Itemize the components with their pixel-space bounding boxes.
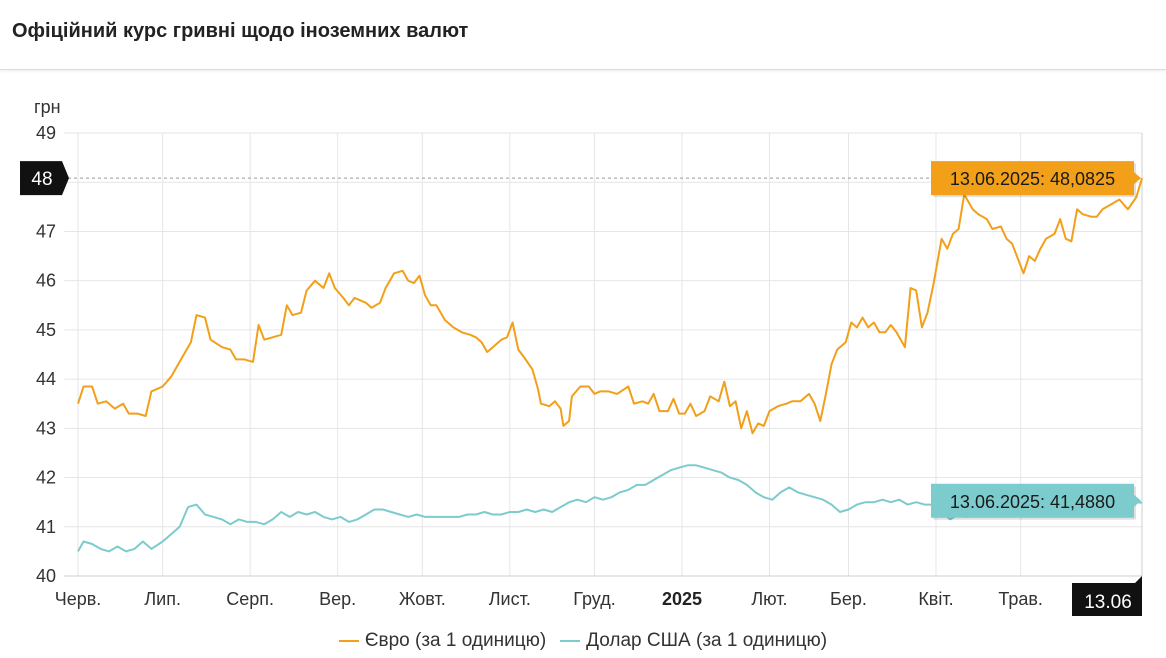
x-tick-label: Груд.: [573, 589, 615, 609]
x-tick-label: 2025: [662, 589, 702, 609]
legend-item-usd[interactable]: Долар США (за 1 одиницю): [560, 630, 827, 652]
x-tick-label: Бер.: [830, 589, 867, 609]
euro-series-line[interactable]: [77, 177, 1143, 435]
legend-label-usd: Долар США (за 1 одиницю): [586, 630, 828, 651]
y-tick-label: 49: [36, 123, 56, 143]
x-tick-label: Квіт.: [918, 589, 953, 609]
legend-label-euro: Євро (за 1 одиницю): [364, 630, 547, 651]
y-tick-label: 43: [36, 418, 56, 438]
legend-swatch-euro: [338, 640, 359, 642]
x-tick-label: Лип.: [144, 589, 181, 609]
x-tick-label: Лист.: [489, 589, 531, 609]
y-axis-unit-label: грн: [34, 97, 61, 117]
crosshair-y-label: 48: [31, 169, 52, 190]
crosshair-y-badge: 48: [20, 161, 69, 196]
crosshair-x-label: 13.06: [1084, 592, 1132, 613]
y-tick-label: 41: [36, 517, 56, 537]
usd-tooltip: 13.06.2025: 41,4880: [931, 483, 1141, 520]
crosshair-x-badge: 13.06: [1072, 576, 1142, 616]
legend-swatch-usd: [560, 640, 581, 642]
chart-legend: Євро (за 1 одиницю) Долар США (за 1 один…: [0, 628, 1166, 654]
chart-header: Офіційний курс гривні щодо іноземних вал…: [0, 0, 1166, 70]
crosshair-overlay: 48 13.06 13.06.2025: 48,0825 13.06.2025: 41…: [20, 161, 1142, 616]
y-tick-label: 46: [36, 271, 56, 291]
euro-tooltip: 13.06.2025: 48,0825: [931, 161, 1141, 198]
page-title: Офіційний курс гривні щодо іноземних вал…: [12, 20, 469, 42]
euro-tooltip-text: 13.06.2025: 48,0825: [950, 169, 1115, 189]
x-tick-label: Жовт.: [399, 589, 446, 609]
x-tick-label: Лют.: [751, 589, 787, 609]
y-tick-label: 45: [36, 320, 56, 340]
legend-item-euro[interactable]: Євро (за 1 одиницю): [338, 630, 547, 652]
x-tick-label: Серп.: [226, 589, 274, 609]
exchange-rate-chart[interactable]: грн 40 41 42 43 44 45 46 47 49 Черв. Лип. Серп. Вер.…: [0, 72, 1166, 628]
y-tick-label: 44: [36, 369, 56, 389]
x-tick-label: Вер.: [319, 589, 356, 609]
y-tick-label: 42: [36, 468, 56, 488]
x-tick-label: Трав.: [998, 589, 1043, 609]
x-tick-label: Черв.: [55, 589, 102, 609]
y-tick-label: 47: [36, 221, 56, 241]
axes: грн 40 41 42 43 44 45 46 47 49 Черв. Лип. Серп. Вер.…: [34, 97, 1043, 609]
y-tick-label: 40: [36, 566, 56, 586]
usd-tooltip-text: 13.06.2025: 41,4880: [950, 492, 1115, 512]
